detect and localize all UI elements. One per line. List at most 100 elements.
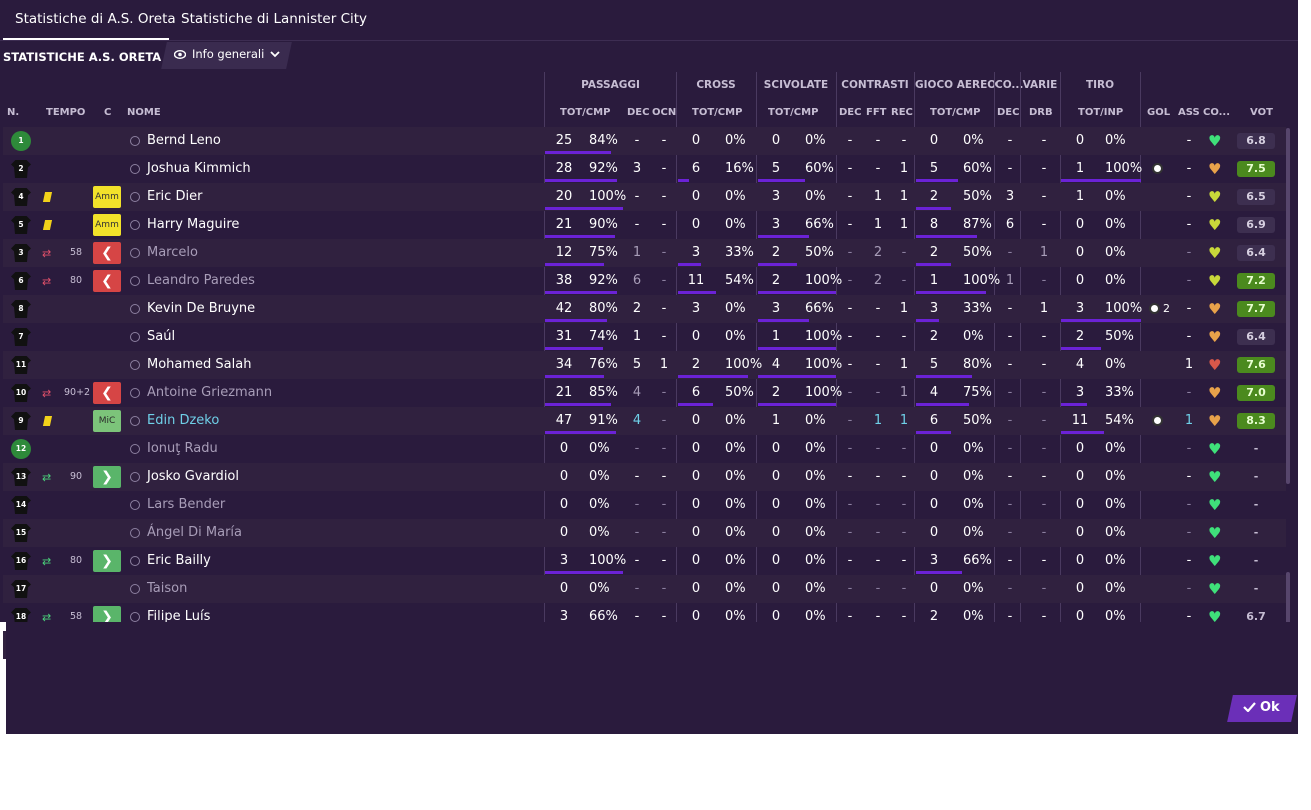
player-name[interactable]: Leandro Paredes — [147, 273, 255, 288]
table-row[interactable]: 8 Kevin De Bruyne 42 80% 2-3 0% 3 66% - -1 3 33% -1 3… — [3, 295, 1286, 323]
subbed-in-icon[interactable]: ❯ — [93, 550, 121, 572]
stat-percent: 0% — [1105, 609, 1126, 624]
column-header-cross-tot[interactable]: TOT/CMP — [692, 107, 743, 118]
completion-bar — [678, 375, 748, 378]
column-header-varie-drb[interactable]: DRB — [1029, 107, 1053, 118]
role-badge[interactable]: Amm — [93, 214, 121, 236]
column-header-con-fft[interactable]: FFT — [866, 107, 887, 118]
table-row[interactable]: 3 ⇄ 58 ❮ Marcelo 12 75% 1-3 33% 2 50% -2-2 50% -1 0 0% -… — [3, 239, 1286, 267]
column-header-aereo-tot[interactable]: TOT/CMP — [930, 107, 981, 118]
table-row[interactable]: 14 Lars Bender 0 0% - - 0 0% 0 0% - - - 0 0% - - 0 0% - ♥ - — [3, 491, 1286, 519]
table-row[interactable]: 1 Bernd Leno 25 84% - - 0 0% 0 0% - - - 0 0% - - 0 0% - ♥ 6.8 — [3, 127, 1286, 155]
player-name[interactable]: Eric Dier — [147, 189, 203, 204]
stat-pdec: 2 — [632, 301, 642, 316]
player-name[interactable]: Kevin De Bruyne — [147, 301, 256, 316]
view-selector-content[interactable]: Info generali — [174, 47, 280, 61]
stat-percent: 50% — [963, 189, 992, 204]
section-title: STATISTICHE A.S. ORETA — [3, 50, 162, 64]
player-name[interactable]: Taison — [147, 581, 188, 596]
subbed-out-icon[interactable]: ❮ — [93, 242, 121, 264]
player-profile-icon — [130, 220, 140, 230]
stat-codec: - — [1007, 609, 1013, 624]
role-badge[interactable]: Amm — [93, 186, 121, 208]
player-rating: 6.9 — [1237, 217, 1275, 233]
stat-fft: 2 — [873, 273, 883, 288]
stat-percent: 0% — [805, 413, 826, 428]
column-header-gol[interactable]: GOL — [1147, 107, 1171, 118]
table-row[interactable]: 2 Joshua Kimmich 28 92% 3-6 16% 5 60% - -1 5 60% - -1… — [3, 155, 1286, 183]
column-header-co2[interactable]: CO... — [1203, 107, 1231, 118]
role-badge[interactable]: MiC — [93, 410, 121, 432]
table-row[interactable]: 13 ⇄ 90 ❯ Josko Gvardiol 0 0% - - 0 0% 0 0% - - - 0 0% - - 0… — [3, 463, 1286, 491]
player-rating: 7.0 — [1237, 385, 1275, 401]
goalkeeper-shirt-icon — [11, 131, 31, 151]
table-row[interactable]: 5 Amm Harry Maguire 21 90% - -0 0% 3 66% -1 1 8 87% 6-… — [3, 211, 1286, 239]
column-header-sciv-tot[interactable]: TOT/CMP — [768, 107, 819, 118]
player-name[interactable]: Harry Maguire — [147, 217, 240, 232]
stat-pdec: - — [634, 189, 640, 204]
table-row[interactable]: 17 Taison 0 0% - - 0 0% 0 0% - - - 0 0% - - 0 0% - ♥ - — [3, 575, 1286, 603]
column-header-c[interactable]: C — [104, 107, 112, 118]
player-name[interactable]: Josko Gvardiol — [147, 469, 239, 484]
tab-team-a[interactable]: Statistiche di A.S. Oreta — [15, 11, 176, 27]
player-name[interactable]: Edin Dzeko — [147, 413, 220, 428]
subbed-in-icon[interactable]: ❯ — [93, 466, 121, 488]
scrollbar-thumb[interactable] — [1286, 128, 1290, 484]
table-row[interactable]: 16 ⇄ 80 ❯ Eric Bailly 3 100% - -0 0% 0 0% - - -3 66% - -0… — [3, 547, 1286, 575]
tab-team-b[interactable]: Statistiche di Lannister City — [181, 11, 368, 27]
stat-percent: 0% — [963, 441, 984, 456]
table-row[interactable]: 6 ⇄ 80 ❮ Leandro Paredes 38 92% 6-11 54% 2 100% -2-… — [3, 267, 1286, 295]
stat-percent: 0% — [805, 553, 826, 568]
player-name[interactable]: Ángel Di María — [147, 525, 242, 540]
stat-rec: - — [901, 553, 907, 568]
subbed-out-icon[interactable]: ❮ — [93, 382, 121, 404]
player-name[interactable]: Mohamed Salah — [147, 357, 252, 372]
table-row[interactable]: 10 ⇄ 90+2 ❮ Antoine Griezmann 21 85% 4 - 6 50% 2 100… — [3, 379, 1286, 407]
column-header-con-rec[interactable]: REC — [891, 107, 913, 118]
subbed-out-icon[interactable]: ❮ — [93, 270, 121, 292]
table-row[interactable]: 4 Amm Eric Dier 20 100% - -0 0% 3 0% -1 1 2 50% 3-1 0% -… — [3, 183, 1286, 211]
column-header-pass-dec[interactable]: DEC — [627, 107, 650, 118]
stat-percent: 50% — [725, 385, 754, 400]
stat-drb: - — [1041, 609, 1047, 624]
column-header-tempo[interactable]: TEMPO — [46, 107, 86, 118]
column-header-co-dec[interactable]: DEC — [997, 107, 1020, 118]
table-row[interactable]: 9 MiC Edin Dzeko 47 91% 4-0 0% 1 0% -1 1 6 50% - -11 54… — [3, 407, 1286, 435]
table-row[interactable]: 18 ⇄ 58 ❯ Filipe Luís 3 66% - -0 0% 0 0% - - -2 0% - -0 0%… — [3, 603, 1286, 631]
player-name[interactable]: Ionuţ Radu — [147, 441, 218, 456]
ok-text: Ok — [1260, 700, 1280, 715]
stat-total: 5 — [929, 161, 939, 176]
column-header-nome[interactable]: NOME — [127, 107, 161, 118]
column-header-pass-tot[interactable]: TOT/CMP — [560, 107, 611, 118]
stat-total: 2 — [771, 245, 781, 260]
player-name[interactable]: Bernd Leno — [147, 133, 221, 148]
morale-heart-icon: ♥ — [1208, 608, 1222, 626]
table-row[interactable]: 15 Ángel Di María 0 0% - - 0 0% 0 0% - - - 0 0% - - 0 0% - ♥… — [3, 519, 1286, 547]
completion-bar — [1061, 431, 1104, 434]
column-header-tiro-tot[interactable]: TOT/INP — [1078, 107, 1124, 118]
shirt-number: 18 — [15, 612, 27, 621]
player-name[interactable]: Lars Bender — [147, 497, 226, 512]
player-name[interactable]: Marcelo — [147, 245, 198, 260]
column-header-vot[interactable]: VOT — [1250, 107, 1273, 118]
table-row[interactable]: 11 Mohamed Salah 34 76% 5 1 2 100% 4 100% - -1 5 80% -… — [3, 351, 1286, 379]
stat-percent: 100% — [963, 273, 1001, 288]
player-name[interactable]: Eric Bailly — [147, 553, 211, 568]
stat-fft: - — [875, 525, 881, 540]
table-row[interactable]: 12 Ionuţ Radu 0 0% - - 0 0% 0 0% - - - 0 0% - - 0 0% - ♥ - — [3, 435, 1286, 463]
column-header-n[interactable]: N. — [7, 107, 20, 118]
player-name[interactable]: Joshua Kimmich — [147, 161, 251, 176]
stat-ass: - — [1186, 273, 1192, 288]
player-name[interactable]: Saúl — [147, 329, 176, 344]
stat-pdec: - — [634, 553, 640, 568]
completion-bar — [545, 375, 604, 378]
player-name[interactable]: Antoine Griezmann — [147, 385, 273, 400]
column-header-pass-ocn[interactable]: OCN — [652, 107, 677, 118]
stat-rec: 1 — [899, 161, 909, 176]
column-header-con-dec[interactable]: DEC — [839, 107, 862, 118]
table-row[interactable]: 7 Saúl 31 74% 1-0 0% 1 100% - - -2 0% - -2 50% - ♥ 6.4 — [3, 323, 1286, 351]
column-header-ass[interactable]: ASS — [1178, 107, 1200, 118]
morale-heart-icon: ♥ — [1208, 216, 1222, 234]
player-rating: - — [1253, 470, 1259, 483]
player-name[interactable]: Filipe Luís — [147, 609, 211, 624]
